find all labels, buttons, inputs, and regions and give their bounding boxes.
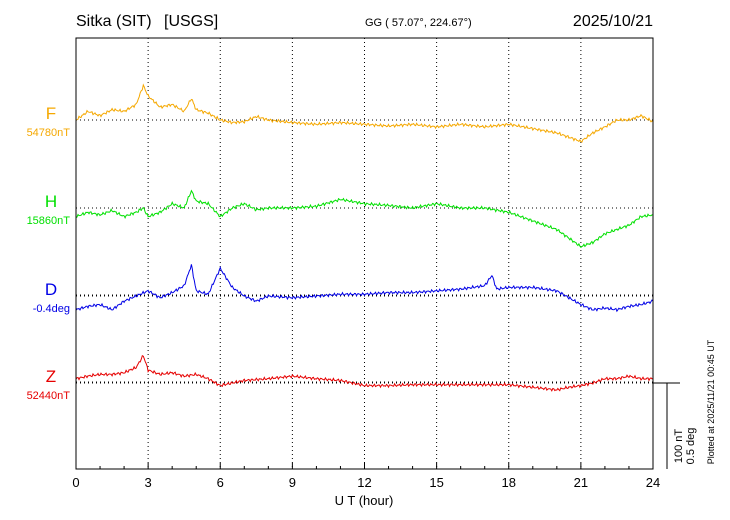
- x-tick-label-3: 3: [145, 475, 152, 490]
- x-tick-label-0: 0: [72, 475, 79, 490]
- x-tick-label-6: 6: [217, 475, 224, 490]
- baseline-label-D: -0.4deg: [33, 303, 70, 315]
- baseline-label-Z: 52440nT: [27, 390, 71, 402]
- x-tick-label-9: 9: [289, 475, 296, 490]
- panel-labels: F 54780nT H 15860nT D -0.4deg Z 52440nT: [27, 104, 71, 402]
- plotted-timestamp: Plotted at 2025/11/21 00:45 UT: [706, 339, 716, 464]
- x-tick-label-12: 12: [357, 475, 371, 490]
- x-axis-title: U T (hour): [335, 493, 394, 508]
- trace-F: [75, 83, 654, 143]
- baseline-label-H: 15860nT: [27, 215, 71, 227]
- scale-bar: 100 nT 0.5 deg: [653, 382, 697, 469]
- component-label-Z: Z: [46, 367, 56, 386]
- data-traces: [75, 83, 654, 392]
- x-tick-label-18: 18: [502, 475, 516, 490]
- component-label-H: H: [45, 192, 57, 211]
- trace-Z: [75, 354, 654, 392]
- plot-frame: [75, 37, 654, 470]
- trace-D: [75, 264, 654, 313]
- x-tick-label-15: 15: [429, 475, 443, 490]
- trace-H: [75, 189, 653, 248]
- x-tick-label-21: 21: [574, 475, 588, 490]
- date-label: 2025/10/21: [573, 13, 653, 30]
- baseline-label-F: 54780nT: [27, 127, 71, 139]
- scale-bar-deg: 0.5 deg: [685, 428, 697, 465]
- component-label-F: F: [46, 104, 56, 123]
- geographic-coordinates: GG ( 57.07°, 224.67°): [365, 17, 472, 29]
- x-tick-label-24: 24: [646, 475, 660, 490]
- scale-bar-nt: 100 nT: [673, 429, 685, 464]
- station-title: Sitka (SIT): [76, 13, 152, 30]
- network-label: [USGS]: [164, 13, 218, 30]
- component-label-D: D: [45, 280, 57, 299]
